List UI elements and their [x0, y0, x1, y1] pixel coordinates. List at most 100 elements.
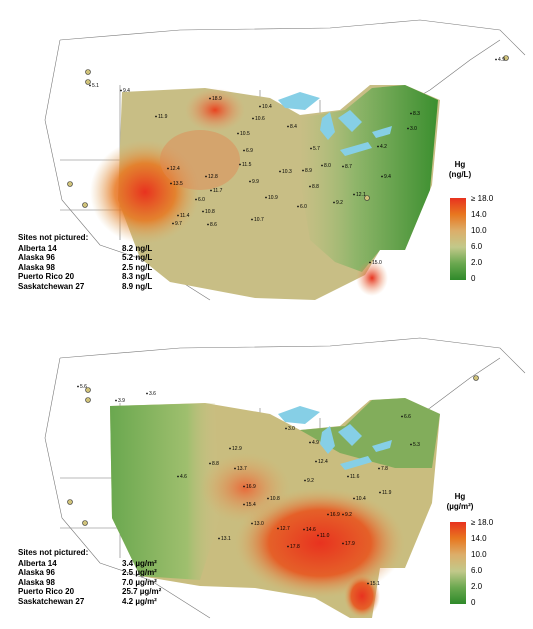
site-value-label: 11.9	[382, 490, 392, 496]
site-value: 4.2 µg/m²	[122, 596, 157, 606]
site-dot	[237, 132, 239, 135]
site-dot	[146, 392, 148, 395]
site-dot	[249, 180, 251, 183]
great-lakes	[278, 406, 392, 470]
site-markers	[67, 55, 509, 208]
site-dot	[170, 182, 172, 185]
site-dot	[89, 84, 91, 87]
site-value-label: 13.0	[254, 521, 264, 527]
site-value-label: 16.9	[330, 512, 340, 518]
site-value-label: 18.9	[212, 96, 222, 102]
site-dot	[381, 175, 383, 178]
site-dot	[239, 163, 241, 166]
site-value-label: 15.0	[372, 260, 382, 266]
site-dot	[267, 497, 269, 500]
site-value-label: 10.4	[356, 496, 366, 502]
site-row: Alaska 96 5.2 ng/L	[18, 253, 152, 263]
site-value-label: 11.6	[350, 474, 360, 480]
site-dot	[279, 170, 281, 173]
site-value: 5.2 ng/L	[122, 253, 153, 263]
site-name: Alaska 96	[18, 253, 55, 263]
site-value: 3.4 µg/m²	[122, 558, 157, 568]
site-value-label: 8.7	[345, 164, 352, 170]
site-value-label: 6.0	[198, 197, 205, 203]
site-value-label: 16.9	[246, 484, 256, 490]
site-value-label: 6.6	[404, 414, 411, 420]
site-markers	[67, 375, 479, 526]
legend-tick: 0	[471, 274, 476, 283]
site-dot	[218, 537, 220, 540]
site-dot	[252, 117, 254, 120]
site-name: Alaska 98	[18, 262, 55, 272]
site-value-label: 3.0	[288, 426, 295, 432]
legend-tick: ≥ 18.0	[471, 518, 494, 527]
site-dot	[410, 443, 412, 446]
legend-tick: 6.0	[471, 242, 483, 251]
site-dot	[115, 399, 117, 402]
site-value-label: 12.4	[170, 166, 180, 172]
site-name: Alaska 98	[18, 577, 55, 587]
site-dot	[333, 201, 335, 204]
site-value-label: 8.8	[212, 461, 219, 467]
site-value-label: 3.6	[149, 391, 156, 397]
site-value-label: 8.3	[413, 111, 420, 117]
legend-tick: 0	[471, 598, 476, 607]
legend-tick: 10.0	[471, 550, 487, 559]
site-value-label: 13.5	[173, 181, 183, 187]
site-dot	[229, 447, 231, 450]
deposition-map: 5.6 3.9 3.6 4.6 8.8 12.9 13.7 16.9 15.4 13.0 10.8 1…	[44, 337, 526, 619]
legend-tick: 2.0	[471, 582, 483, 591]
site-name: Puerto Rico 20	[18, 272, 75, 282]
site-value-label: 9.2	[336, 200, 343, 206]
site-value-label: 11.9	[158, 114, 168, 120]
site-value: 8.9 ng/L	[122, 281, 153, 291]
site-value: 8.3 ng/L	[122, 272, 153, 282]
site-dot	[342, 542, 344, 545]
site-name: Saskatchewan 27	[18, 596, 85, 606]
site-dot	[342, 165, 344, 168]
site-dot	[310, 147, 312, 150]
concentration-map: 4.9 5.1 9.4 11.9 18.9 10.4 10.6 10.5 6.9 8.4 12.4 1…	[44, 19, 526, 301]
site-dot	[177, 475, 179, 478]
site-value-label: 11.5	[242, 162, 252, 168]
deposition-map-panel: 5.6 3.9 3.6 4.6 8.8 12.9 13.7 16.9 15.4 13.0 10.8 1…	[0, 318, 533, 628]
site-dot	[302, 169, 304, 172]
site-value-labels: 5.6 3.9 3.6 4.6 8.8 12.9 13.7 16.9 15.4 13.0 10.8 1…	[77, 384, 420, 587]
site-dot	[77, 385, 79, 388]
site-dot	[353, 497, 355, 500]
site-dot	[155, 115, 157, 118]
site-dot	[251, 218, 253, 221]
site-dot	[209, 462, 211, 465]
site-dot	[251, 522, 253, 525]
site-value-label: 13.7	[237, 466, 247, 472]
legend-unit: (µg/m²)	[446, 502, 474, 511]
site-value-label: 9.9	[252, 179, 259, 185]
site-name: Saskatchewan 27	[18, 281, 85, 291]
site-name: Puerto Rico 20	[18, 587, 75, 597]
site-value-label: 10.8	[205, 209, 215, 215]
site-value-label: 14.6	[306, 527, 316, 533]
site-dot	[327, 513, 329, 516]
site-name: Alberta 14	[18, 558, 57, 568]
site-value-label: 3.9	[118, 398, 125, 404]
site-dot	[495, 58, 497, 61]
site-value-label: 15.4	[246, 502, 256, 508]
site-value-label: 10.4	[262, 104, 272, 110]
site-dot	[210, 189, 212, 192]
site-dot	[167, 167, 169, 170]
site-value-label: 10.9	[268, 195, 278, 201]
site-value-label: 9.2	[307, 478, 314, 484]
site-row: Alberta 14 3.4 µg/m²	[18, 559, 161, 569]
site-row: Saskatchewan 27 8.9 ng/L	[18, 282, 152, 292]
site-dot	[369, 261, 371, 264]
site-value-label: 5.1	[92, 83, 99, 89]
site-row: Alaska 98 7.0 µg/m²	[18, 578, 161, 588]
legend-tick: ≥ 18.0	[471, 194, 494, 203]
legend-tick: 2.0	[471, 258, 483, 267]
deposition-surface	[110, 398, 440, 618]
legend-title: Hg	[454, 492, 466, 501]
site-dot	[265, 196, 267, 199]
site-dot	[202, 210, 204, 213]
site-value-label: 8.8	[312, 184, 319, 190]
concentration-map-panel: 4.9 5.1 9.4 11.9 18.9 10.4 10.6 10.5 6.9 8.4 12.4 1…	[0, 0, 533, 310]
